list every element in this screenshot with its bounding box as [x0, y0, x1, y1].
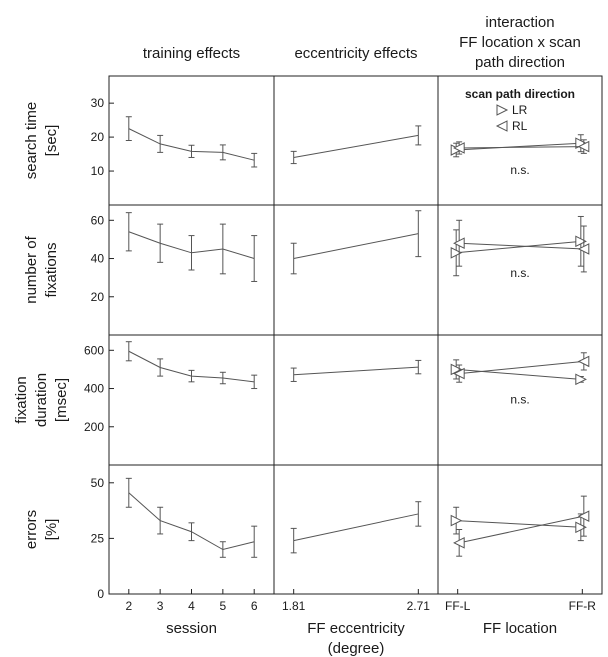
interaction-marker: [575, 373, 587, 386]
row-label: fixation: [13, 376, 30, 424]
x-tick-label: 1.81: [282, 599, 306, 613]
ns-annotation: n.s.: [510, 163, 529, 177]
legend-marker: [495, 120, 508, 132]
y-tick-label: 20: [91, 130, 105, 144]
y-tick-label: 200: [84, 420, 104, 434]
interaction-marker: [450, 514, 463, 527]
y-tick-label: 600: [84, 343, 104, 357]
x-tick-label: FF-R: [569, 599, 597, 613]
x-axis-label: FF location: [483, 620, 557, 637]
row-label: [sec]: [43, 125, 60, 157]
row-label: duration: [33, 373, 50, 427]
interaction-marker: [450, 246, 463, 259]
panel-frame: [273, 204, 439, 336]
interaction-marker: [453, 237, 465, 250]
x-tick-label: 2.71: [407, 599, 431, 613]
interaction-marker: [577, 243, 590, 255]
interaction-marker: [577, 510, 590, 522]
interaction-series-line: [459, 515, 584, 544]
x-axis-label: session: [166, 620, 217, 637]
legend-marker: [496, 104, 509, 116]
column-title: training effects: [143, 45, 240, 62]
column-title: FF location x scan: [459, 34, 581, 51]
legend-label: RL: [512, 119, 528, 133]
interaction-marker: [453, 367, 465, 380]
interaction-marker: [575, 521, 587, 534]
row-label: fixations: [43, 242, 60, 297]
y-tick-label: 0: [97, 587, 104, 601]
legend-title: scan path direction: [465, 87, 575, 101]
interaction-series-line: [459, 146, 584, 149]
interaction-series-line: [456, 520, 581, 528]
interaction-marker: [577, 355, 590, 368]
interaction-marker: [450, 363, 463, 376]
row-label: number of: [23, 235, 40, 303]
x-axis-label: (degree): [328, 640, 385, 657]
interaction-series-line: [456, 368, 581, 380]
y-tick-label: 50: [91, 476, 105, 490]
interaction-marker: [577, 140, 590, 153]
x-tick-label: FF-L: [445, 599, 471, 613]
row-label: [msec]: [53, 378, 70, 422]
legend-label: LR: [512, 103, 528, 117]
x-tick-label: 5: [220, 599, 227, 613]
panel-frame: [273, 334, 439, 466]
panel-frame: [437, 464, 603, 595]
interaction-marker: [453, 142, 465, 154]
panel-frame: [108, 334, 275, 466]
interaction-marker: [575, 235, 587, 248]
panel-frame: [108, 75, 275, 206]
ns-annotation: n.s.: [510, 392, 529, 406]
y-tick-label: 30: [91, 96, 105, 110]
interaction-series-line: [456, 240, 581, 254]
x-axis-label: FF eccentricity: [307, 620, 405, 637]
column-title: eccentricity effects: [294, 45, 417, 62]
x-tick-label: 2: [125, 599, 132, 613]
eccentricity-series-line: [293, 134, 419, 158]
row-label: [%]: [43, 519, 60, 541]
interaction-series-line: [456, 142, 581, 151]
y-tick-label: 20: [91, 290, 105, 304]
column-title: interaction: [485, 14, 554, 31]
eccentricity-series-line: [293, 366, 419, 376]
ns-annotation: n.s.: [510, 266, 529, 280]
panel-frame: [273, 464, 439, 595]
interaction-series-line: [459, 360, 584, 375]
y-tick-label: 25: [91, 531, 105, 545]
interaction-marker: [453, 537, 465, 549]
row-label: errors: [23, 510, 40, 549]
eccentricity-series-line: [293, 513, 419, 542]
x-tick-label: 6: [251, 599, 258, 613]
y-tick-label: 400: [84, 382, 104, 396]
x-tick-label: 4: [188, 599, 195, 613]
y-tick-label: 60: [91, 213, 105, 227]
x-tick-label: 3: [157, 599, 164, 613]
y-tick-label: 10: [91, 164, 105, 178]
column-title: path direction: [475, 54, 565, 71]
y-tick-label: 40: [91, 252, 105, 266]
row-label: search time: [23, 102, 40, 180]
panel-frame: [273, 75, 439, 206]
interaction-series-line: [459, 242, 584, 250]
eccentricity-series-line: [293, 233, 419, 260]
